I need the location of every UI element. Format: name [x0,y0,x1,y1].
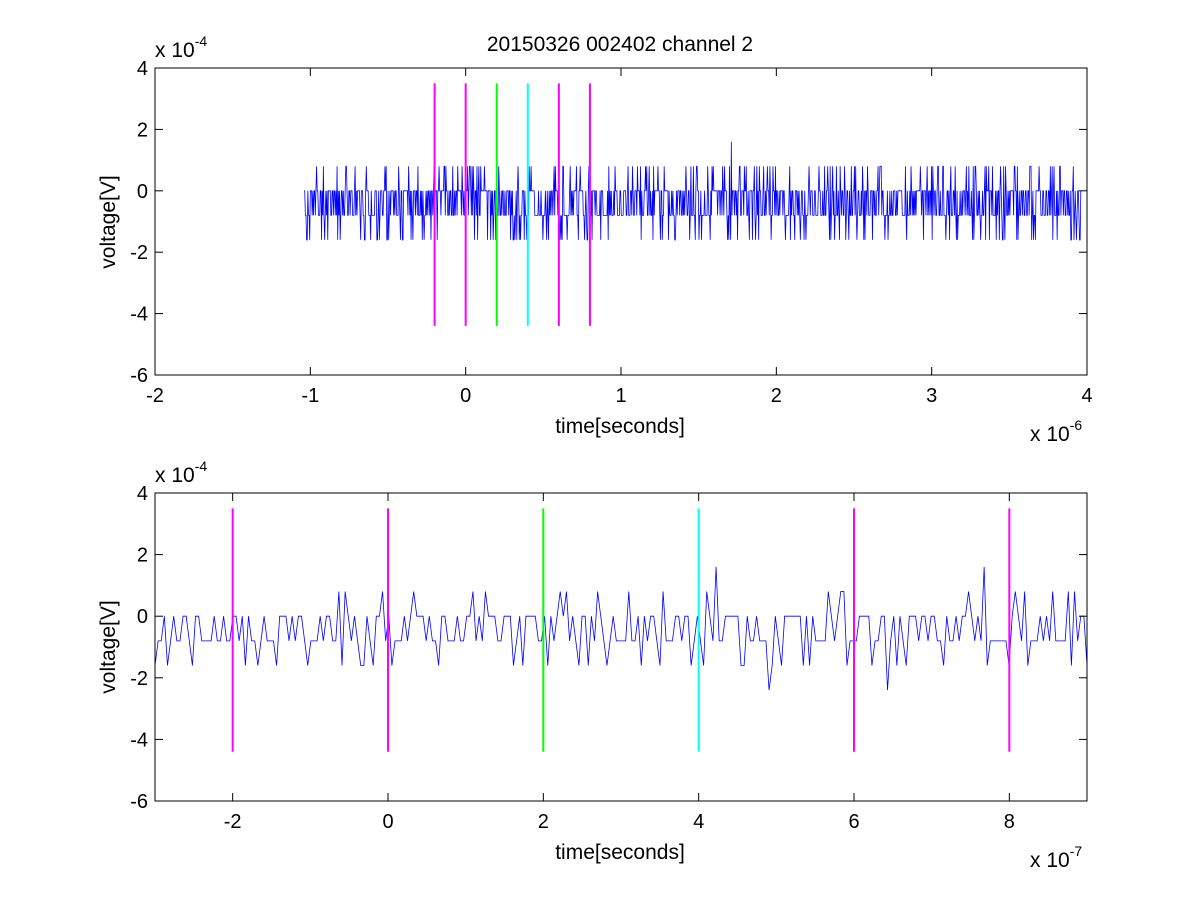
bottom-plot-x-scale-exponent: -7 [1070,843,1083,859]
top-plot-x-scale-exponent: -6 [1070,417,1083,433]
top-plot-x-tick-label: 2 [771,385,782,407]
bottom-plot-x-scale-factor: x 10-7 [1030,843,1082,872]
bottom-plot-y-axis-label: voltage[V] [97,600,120,693]
top-plot-y-tick-label: 2 [137,119,148,141]
top-plot-x-axis-label: time[seconds] [555,415,685,438]
bottom-plot-x-scale-base: x 10 [1030,849,1070,872]
bottom-plot-y-scale-exponent: -4 [195,458,208,474]
bottom-plot-x-tick-label: 0 [382,811,393,833]
top-plot-y-axis-label: voltage[V] [97,175,120,268]
top-plot-y-tick-label: -6 [130,365,148,387]
top-plot-signal-line [304,141,1082,241]
top-plot-x-scale-factor: x 10-6 [1030,417,1082,446]
bottom-plot-y-scale-base: x 10 [155,464,195,487]
bottom-plot-y-tick-label: 0 [137,606,148,628]
top-plot-y-scale-base: x 10 [155,39,195,62]
bottom-plot: -2 0 2 4 6 8 -6 -4 -2 0 2 4 time[seconds] voltage[V… [97,458,1088,872]
top-plot-y-tick-label: 0 [137,181,148,203]
top-plot: -2 -1 0 1 2 3 4 -6 -4 -2 0 2 4 time[seconds] voltage… [97,33,1093,446]
top-plot-x-tick-label: 0 [460,385,471,407]
top-plot-x-tick-label: 4 [1081,385,1092,407]
top-plot-y-tick-label: -2 [130,242,148,264]
top-plot-marks [304,83,1082,326]
bottom-plot-y-tick-label: 4 [137,483,148,505]
top-plot-y-tick-label: -4 [130,304,148,326]
top-plot-x-scale-base: x 10 [1030,423,1070,446]
bottom-plot-y-scale-factor: x 10-4 [155,458,207,487]
top-plot-y-tick-label: 4 [137,58,148,80]
top-plot-ticks: -2 -1 0 1 2 3 4 -6 -4 -2 0 2 4 [130,58,1092,407]
bottom-plot-ticks: -2 0 2 4 6 8 -6 -4 -2 0 2 4 [130,483,1087,833]
top-plot-axes-box [154,67,1088,376]
bottom-plot-x-tick-label: 4 [693,811,704,833]
bottom-plot-y-tick-label: -4 [130,729,148,751]
top-plot-y-scale-exponent: -4 [195,33,208,49]
bottom-plot-marks [154,508,1088,752]
top-plot-x-tick-label: 3 [926,385,937,407]
bottom-plot-signal-line [154,566,1088,691]
top-plot-x-tick-label: 1 [615,385,626,407]
bottom-plot-x-tick-label: 6 [848,811,859,833]
bottom-plot-y-tick-label: -2 [130,668,148,690]
top-plot-x-tick-label: -1 [301,385,319,407]
bottom-plot-x-tick-label: -2 [224,811,242,833]
bottom-plot-x-tick-label: 8 [1004,811,1015,833]
bottom-plot-y-tick-label: 2 [137,545,148,567]
bottom-plot-axes-box [154,492,1088,802]
top-plot-y-scale-factor: x 10-4 [155,33,207,62]
top-plot-x-tick-label: -2 [146,385,164,407]
bottom-plot-x-axis-label: time[seconds] [555,841,685,864]
bottom-plot-x-tick-label: 2 [538,811,549,833]
bottom-plot-y-tick-label: -6 [130,791,148,813]
figure-title: 20150326 002402 channel 2 [487,33,753,56]
